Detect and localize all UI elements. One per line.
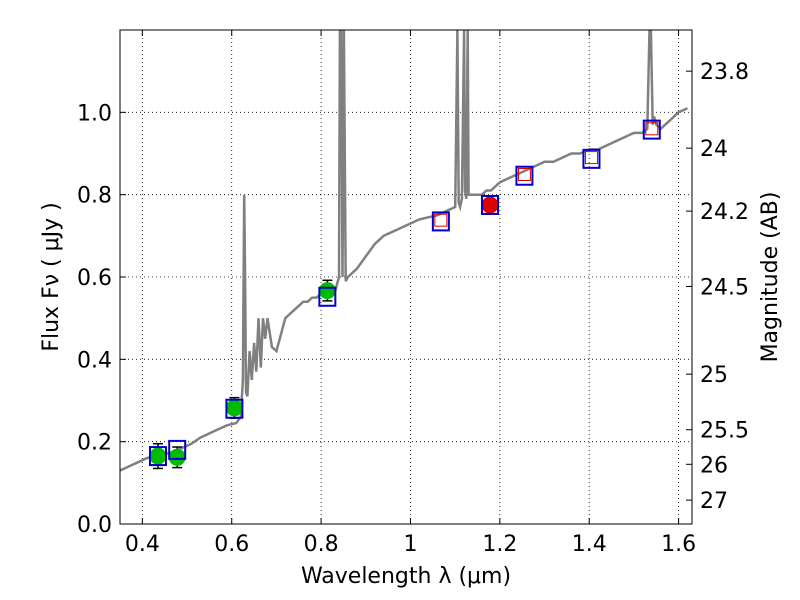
model-square-blue — [225, 398, 244, 419]
mag-tick-label: 24.5 — [700, 275, 749, 300]
x-tick-label: 0.4 — [125, 532, 160, 557]
x-tick-label: 0.6 — [214, 532, 249, 557]
y-tick-label: 0.4 — [77, 348, 112, 373]
x-tick-label: 1.4 — [572, 532, 607, 557]
mag-tick-label: 27 — [700, 489, 728, 514]
model-square-blue — [642, 119, 661, 140]
y-tick-label: 1.0 — [77, 101, 112, 126]
observed-point — [168, 448, 186, 466]
y-axis-label: Flux Fν ( μJy ) — [39, 202, 64, 351]
mag-tick-label: 23.8 — [700, 60, 749, 85]
mag-tick-label: 24 — [700, 137, 728, 162]
observed-point — [318, 282, 336, 300]
y2-axis-label: Magnitude (AB) — [758, 192, 783, 363]
spectrum-line — [120, 30, 689, 472]
mag-tick-label: 25 — [700, 363, 728, 388]
y-tick-label: 0.2 — [77, 431, 112, 456]
y-tick-label: 0.8 — [77, 184, 112, 209]
mag-tick-label: 25.5 — [700, 419, 749, 444]
model-square-red — [584, 151, 598, 165]
model-square-red — [645, 122, 659, 136]
x-tick-label: 0.8 — [304, 532, 339, 557]
plot-frame — [119, 29, 693, 525]
model-square-blue — [168, 439, 187, 460]
observed-point — [149, 447, 167, 465]
ticks-layer: 0.4 0.6 0.8 1 1.2 1.4 1.6 0.0 0.2 0.4 0.6 0.8 1.0 23.… — [77, 30, 749, 557]
model-square-blue — [431, 211, 450, 232]
markers-layer — [148, 119, 661, 470]
y-tick-label: 0.6 — [77, 266, 112, 291]
model-square-blue — [481, 194, 500, 215]
spectrum-layer — [120, 30, 689, 472]
model-square-blue — [148, 446, 167, 467]
x-tick-label: 1.2 — [482, 532, 517, 557]
observed-point — [225, 399, 243, 417]
mag-tick-label: 24.2 — [700, 200, 749, 225]
grid — [120, 30, 692, 525]
model-square-blue — [582, 148, 601, 169]
x-tick-label: 1.6 — [661, 532, 696, 557]
observed-point — [481, 196, 499, 214]
mag-tick-label: 26 — [700, 453, 728, 478]
model-square-blue — [318, 286, 337, 307]
y-tick-label: 0.0 — [77, 513, 112, 538]
x-axis-label: Wavelength λ (μm) — [301, 564, 511, 589]
x-tick-label: 1 — [403, 532, 417, 557]
model-square-blue — [515, 165, 534, 186]
model-square-red — [517, 167, 531, 181]
model-square-red — [434, 213, 448, 227]
